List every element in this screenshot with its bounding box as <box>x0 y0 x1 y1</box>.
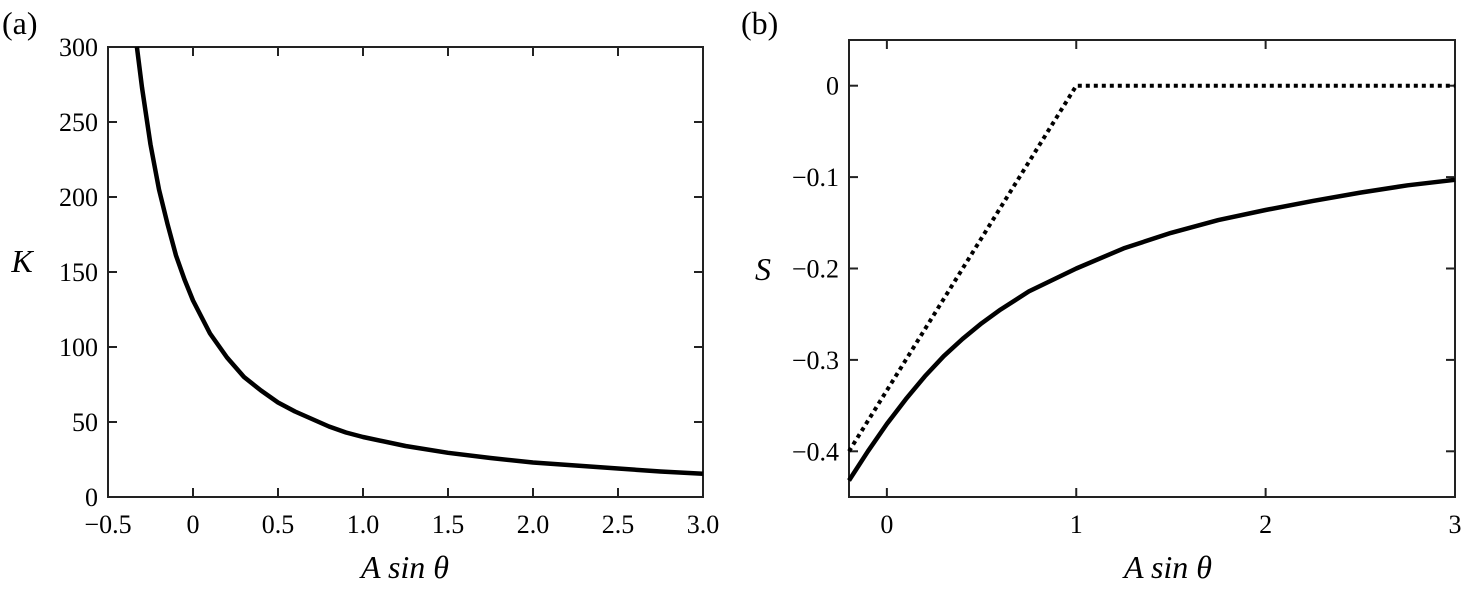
panel-a-frame <box>107 46 704 498</box>
panel-b-x-axis-title: A sin θ <box>1122 549 1212 585</box>
y-tick-label: 50 <box>72 408 98 437</box>
panel-a-series <box>134 46 704 477</box>
y-tick-label: −0.4 <box>792 437 839 466</box>
x-tick-label: 3.0 <box>687 510 720 539</box>
y-tick-label: 0 <box>85 483 98 512</box>
panel-b-frame <box>848 39 1456 498</box>
y-tick-label: 0 <box>826 72 839 101</box>
y-tick-label: −0.1 <box>792 163 839 192</box>
solid-series-line <box>847 177 1456 482</box>
solid-series-line <box>134 46 704 477</box>
panel-b-y-axis: −0.4 −0.3 −0.2 −0.1 0 <box>792 72 1455 466</box>
x-tick-label: 3 <box>1449 510 1462 539</box>
panel-a-x-axis: −0.5 0 0.5 1.0 1.5 2.0 2.5 3.0 <box>84 47 719 539</box>
y-tick-label: 100 <box>59 333 98 362</box>
panel-a-label: (a) <box>2 5 38 41</box>
y-tick-label: 200 <box>59 183 98 212</box>
x-tick-label: 2.0 <box>517 510 550 539</box>
x-tick-label: 0 <box>880 510 893 539</box>
panel-a-y-axis: 0 50 100 150 200 250 300 <box>59 33 703 512</box>
x-tick-label: 2 <box>1259 510 1272 539</box>
x-tick-label: 1 <box>1070 510 1083 539</box>
panel-b: (b) 0 1 2 3 −0.4 −0.3 −0.2 −0.1 0 A sin θ S <box>741 5 1462 585</box>
dotted-series-line <box>847 83 1455 453</box>
y-tick-label: −0.3 <box>792 346 839 375</box>
x-tick-label: −0.5 <box>84 510 131 539</box>
x-tick-label: 1.0 <box>347 510 380 539</box>
y-tick-label: 300 <box>59 33 98 62</box>
panel-b-label: (b) <box>741 5 778 41</box>
y-tick-label: 150 <box>59 258 98 287</box>
x-tick-label: 1.5 <box>432 510 465 539</box>
x-tick-label: 0.5 <box>262 510 295 539</box>
panel-a: (a) −0.5 0 0.5 1.0 1.5 2.0 2.5 3.0 050100150200… <box>2 5 719 585</box>
panel-b-x-axis: 0 1 2 3 <box>880 40 1462 539</box>
panel-a-x-axis-title: A sin θ <box>359 549 449 585</box>
x-tick-label: 0 <box>187 510 200 539</box>
panel-b-series <box>847 83 1456 482</box>
x-tick-label: 2.5 <box>602 510 635 539</box>
panel-a-y-axis-title: K <box>10 243 34 279</box>
y-tick-label: −0.2 <box>792 255 839 284</box>
panel-b-y-axis-title: S <box>755 251 771 287</box>
y-tick-label: 250 <box>59 108 98 137</box>
